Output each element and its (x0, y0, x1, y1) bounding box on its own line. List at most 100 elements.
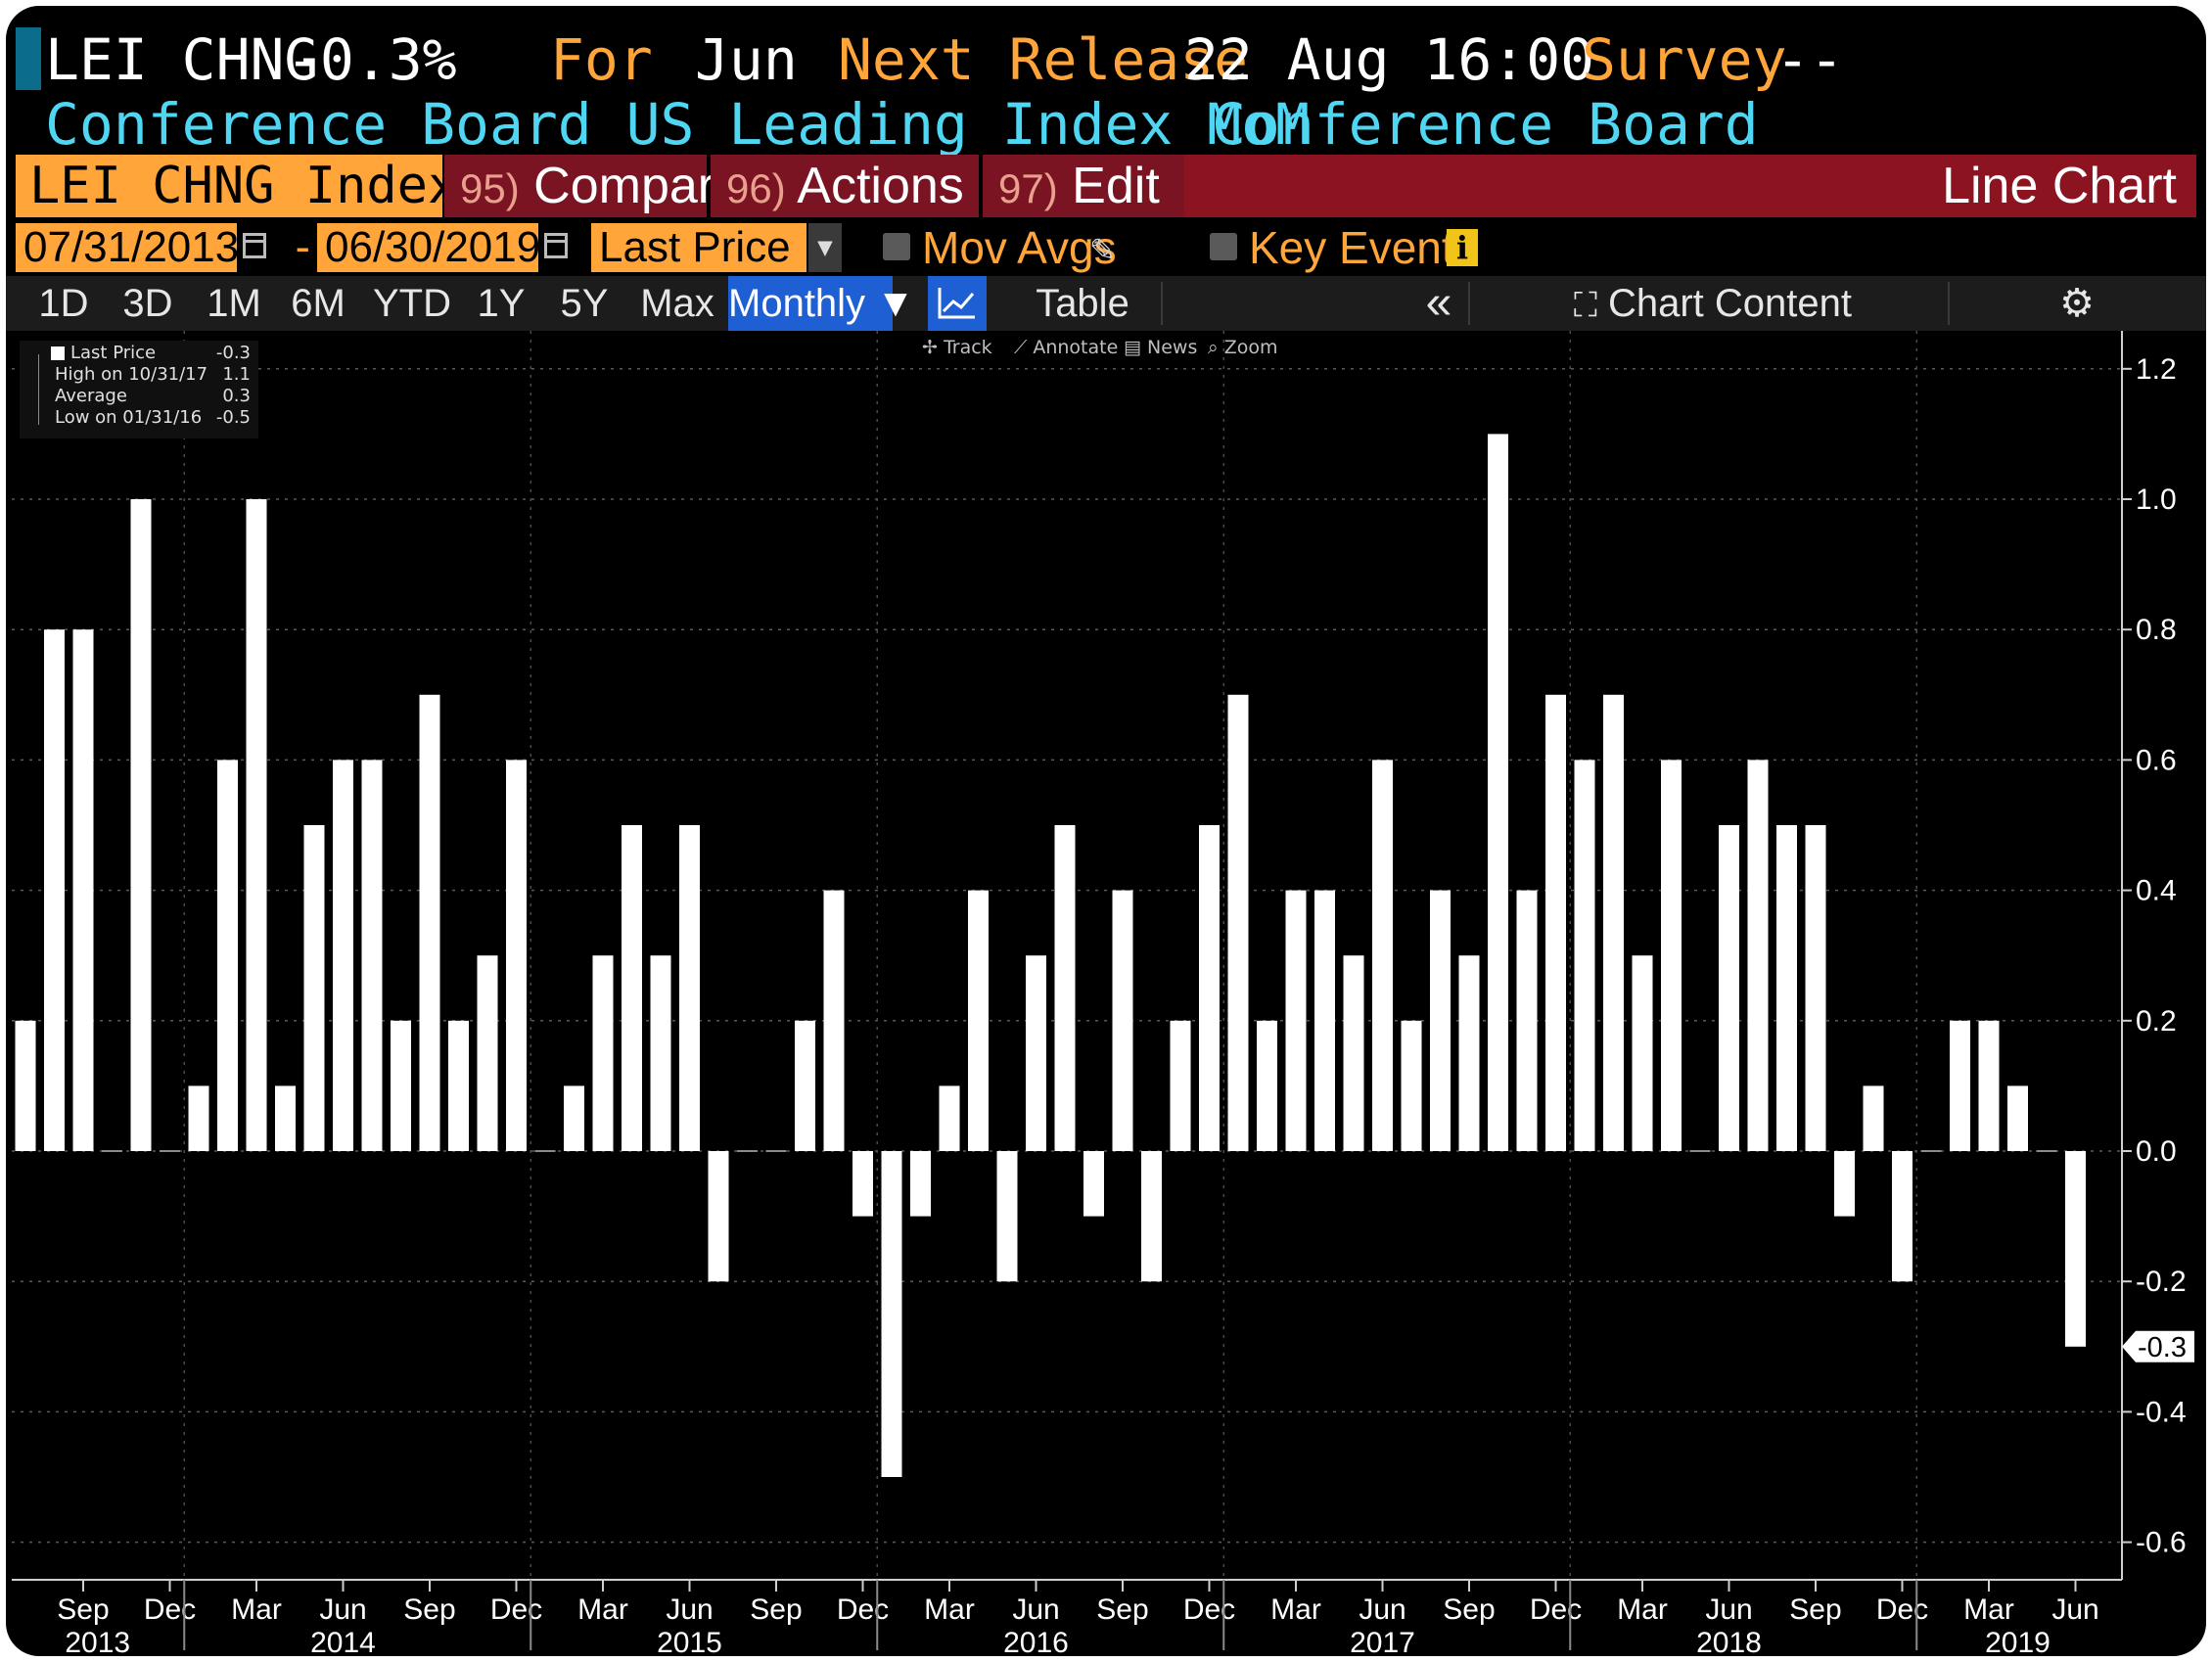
bar[interactable] (996, 1151, 1018, 1282)
mov-avgs-checkbox[interactable] (883, 233, 910, 260)
dropdown-arrow-icon[interactable]: ▼ (808, 223, 842, 272)
field-select[interactable]: Last Price (591, 223, 806, 272)
actions-button[interactable]: 96) Actions ▼ (711, 155, 1010, 217)
annotate-tool[interactable]: ⟋ Annotate (1014, 337, 1118, 358)
range-button-max[interactable]: Max (640, 282, 714, 325)
bar[interactable] (361, 760, 383, 1151)
range-button-1y[interactable]: 1Y (477, 282, 526, 325)
chart-content-button[interactable]: ⛶ Chart Content (1574, 276, 1852, 331)
bar[interactable] (448, 1020, 469, 1151)
bar[interactable] (1863, 1085, 1884, 1151)
bar[interactable] (1430, 890, 1451, 1151)
bar[interactable] (1257, 1020, 1277, 1151)
bar[interactable] (1285, 890, 1307, 1151)
bar[interactable] (1776, 825, 1797, 1151)
bar[interactable] (72, 629, 94, 1151)
bar[interactable] (391, 1020, 411, 1151)
bar[interactable] (1516, 890, 1538, 1151)
bar[interactable] (1170, 1020, 1191, 1151)
bar[interactable] (1632, 955, 1653, 1151)
start-date-input[interactable]: 07/31/2013 (16, 223, 239, 272)
frequency-select[interactable]: Monthly ▼ (728, 276, 915, 331)
bar[interactable] (795, 1020, 815, 1151)
bar[interactable] (130, 499, 152, 1151)
bar[interactable] (1892, 1151, 1912, 1282)
bar[interactable] (333, 760, 353, 1151)
bar[interactable] (246, 499, 267, 1151)
bar[interactable] (1026, 955, 1046, 1151)
gear-icon[interactable]: ⚙ (2059, 282, 2095, 325)
bar[interactable] (1978, 1020, 2000, 1151)
bar[interactable] (1401, 1020, 1422, 1151)
bar[interactable] (1227, 694, 1249, 1151)
range-button-3d[interactable]: 3D (122, 282, 173, 325)
bar[interactable] (1834, 1151, 1855, 1217)
pencil-icon[interactable]: ✎ (1090, 226, 1115, 271)
bar[interactable] (1112, 890, 1133, 1151)
info-icon[interactable]: i (1447, 229, 1478, 266)
bar[interactable] (881, 1151, 902, 1477)
bar[interactable] (1372, 760, 1393, 1151)
bar[interactable] (679, 825, 700, 1151)
bar[interactable] (44, 629, 65, 1151)
bar[interactable] (506, 760, 527, 1151)
bar[interactable] (1343, 955, 1364, 1151)
bar[interactable] (910, 1151, 931, 1217)
security-field[interactable]: LEI CHNG Index (16, 155, 458, 217)
last-value-label: -0.3 (2138, 1332, 2187, 1363)
bar[interactable] (622, 825, 642, 1151)
range-button-6m[interactable]: 6M (291, 282, 346, 325)
news-tool[interactable]: ▤ News (1124, 337, 1197, 358)
bar[interactable] (1545, 694, 1566, 1151)
range-button-5y[interactable]: 5Y (560, 282, 609, 325)
bar[interactable] (188, 1085, 209, 1151)
bar[interactable] (1574, 760, 1595, 1151)
bar[interactable] (1458, 955, 1480, 1151)
compare-button[interactable]: 95) Compare (444, 155, 743, 217)
bar[interactable] (592, 955, 614, 1151)
bar[interactable] (650, 955, 671, 1151)
table-button[interactable]: Table (1036, 282, 1129, 325)
range-button-ytd[interactable]: YTD (373, 282, 451, 325)
key-events-checkbox[interactable] (1210, 233, 1237, 260)
bar[interactable] (2007, 1085, 2028, 1151)
bar-chart[interactable]: 1.2 1.0 0.8 0.6 0.4 0.2 0.0 -0.2 -0.4 -0.6 Sep Dec M… (6, 331, 2206, 1656)
bar[interactable] (1747, 760, 1769, 1151)
range-button-1m[interactable]: 1M (207, 282, 261, 325)
bar[interactable] (1083, 1151, 1104, 1217)
bar[interactable] (303, 825, 325, 1151)
bar[interactable] (1603, 694, 1624, 1151)
bar[interactable] (1805, 825, 1826, 1151)
bar[interactable] (419, 694, 440, 1151)
bar[interactable] (853, 1151, 873, 1217)
bar[interactable] (477, 955, 498, 1151)
bar[interactable] (968, 890, 989, 1151)
chart-type-button[interactable]: Line Chart (1184, 155, 2196, 217)
bar[interactable] (939, 1085, 960, 1151)
calendar-icon[interactable] (544, 233, 568, 258)
bar[interactable] (1719, 825, 1739, 1151)
bar[interactable] (2065, 1151, 2086, 1347)
bar[interactable] (1314, 890, 1335, 1151)
bar[interactable] (1950, 1020, 1970, 1151)
track-tool[interactable]: ✢ Track (922, 337, 992, 358)
collapse-button[interactable]: « (1425, 277, 1452, 329)
chart-type-icon[interactable] (928, 276, 987, 331)
bar[interactable] (1054, 825, 1076, 1151)
bar[interactable] (823, 890, 845, 1151)
end-date-input[interactable]: 06/30/2019 (317, 223, 540, 272)
bar[interactable] (564, 1085, 584, 1151)
edit-button[interactable]: 97) Edit ▼ (983, 155, 1206, 217)
x-year-label: 2019 (1985, 1627, 2051, 1656)
bar[interactable] (708, 1151, 729, 1282)
bar[interactable] (1488, 434, 1508, 1151)
bar[interactable] (1199, 825, 1220, 1151)
bar[interactable] (217, 760, 238, 1151)
zoom-tool[interactable]: ⌕ Zoom (1208, 337, 1277, 358)
bar[interactable] (275, 1085, 296, 1151)
bar[interactable] (15, 1020, 36, 1151)
bar[interactable] (1141, 1151, 1162, 1282)
range-button-1d[interactable]: 1D (38, 282, 89, 325)
bar[interactable] (1661, 760, 1682, 1151)
calendar-icon[interactable] (243, 233, 266, 258)
